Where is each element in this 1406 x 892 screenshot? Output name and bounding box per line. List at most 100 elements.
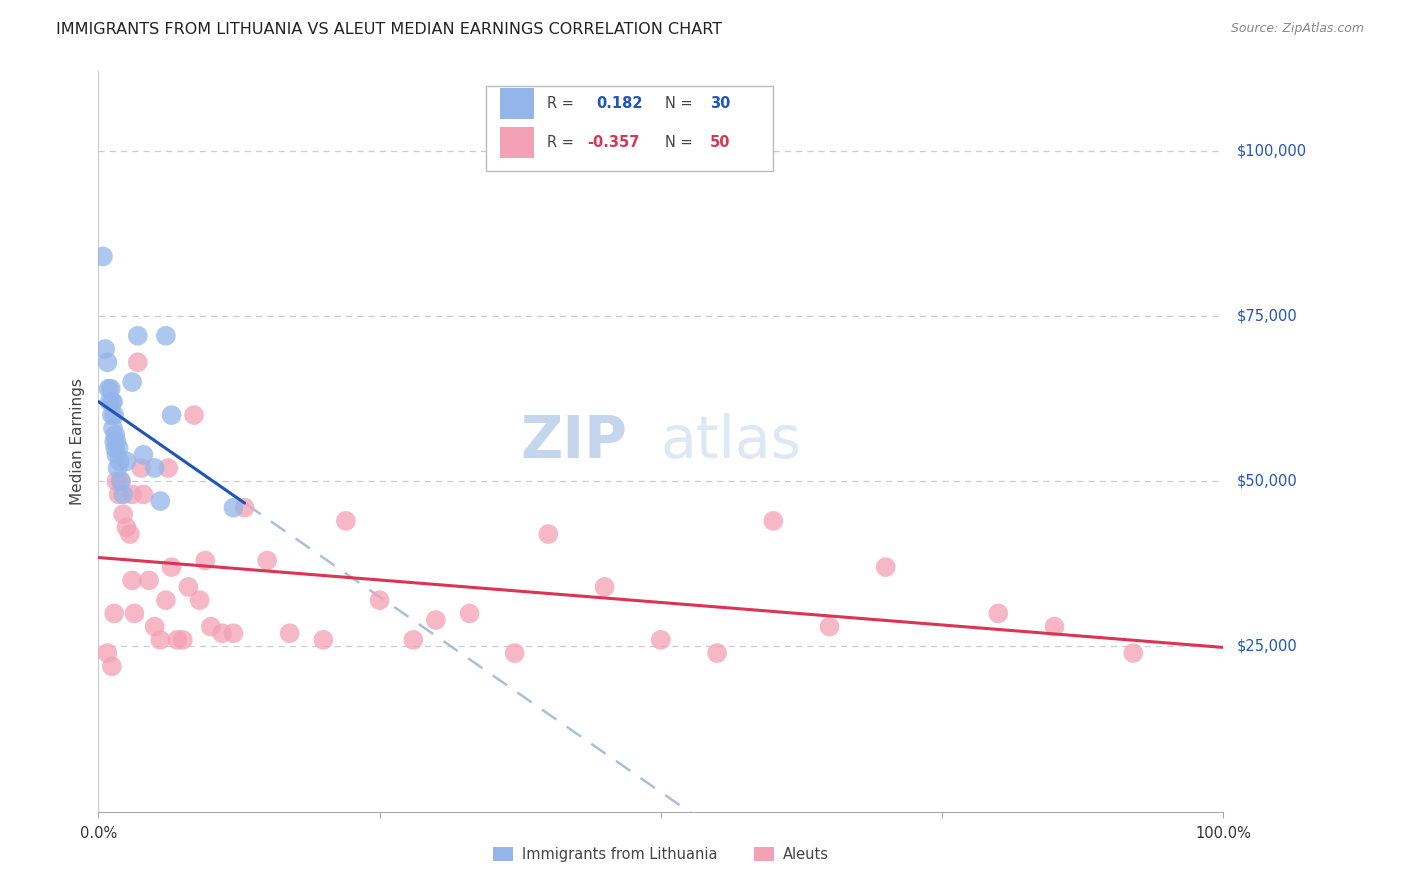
Point	[121, 375, 143, 389]
Point	[103, 607, 125, 621]
Text: IMMIGRANTS FROM LITHUANIA VS ALEUT MEDIAN EARNINGS CORRELATION CHART: IMMIGRANTS FROM LITHUANIA VS ALEUT MEDIA…	[56, 22, 723, 37]
Point	[143, 461, 166, 475]
Point	[115, 520, 138, 534]
Point	[110, 474, 132, 488]
Point	[118, 527, 141, 541]
FancyBboxPatch shape	[486, 87, 773, 171]
Point	[101, 408, 124, 422]
Point	[127, 328, 149, 343]
Text: N =: N =	[665, 135, 693, 150]
Point	[183, 408, 205, 422]
Point	[100, 382, 122, 396]
Point	[91, 249, 114, 264]
Point	[706, 646, 728, 660]
Point	[503, 646, 526, 660]
Point	[425, 613, 447, 627]
Text: 50: 50	[710, 135, 731, 150]
Point	[172, 632, 194, 647]
Text: 0.182: 0.182	[596, 96, 643, 112]
Point	[368, 593, 391, 607]
Text: $50,000: $50,000	[1237, 474, 1298, 489]
Point	[105, 434, 128, 449]
Point	[129, 461, 152, 475]
Point	[138, 574, 160, 588]
Point	[108, 454, 131, 468]
Point	[222, 626, 245, 640]
Point	[143, 619, 166, 633]
FancyBboxPatch shape	[501, 127, 534, 158]
Y-axis label: Median Earnings: Median Earnings	[69, 378, 84, 505]
Point	[211, 626, 233, 640]
Text: atlas: atlas	[661, 413, 801, 470]
Point	[593, 580, 616, 594]
Point	[1122, 646, 1144, 660]
Point	[166, 632, 188, 647]
Point	[278, 626, 301, 640]
Point	[233, 500, 256, 515]
Point	[149, 632, 172, 647]
Point	[875, 560, 897, 574]
Point	[101, 395, 124, 409]
Point	[149, 494, 172, 508]
Text: N =: N =	[665, 96, 693, 112]
Point	[127, 355, 149, 369]
Point	[107, 461, 129, 475]
Point	[177, 580, 200, 594]
Point	[103, 408, 125, 422]
Text: R =: R =	[547, 96, 574, 112]
Text: $75,000: $75,000	[1237, 309, 1298, 324]
Text: ZIP: ZIP	[520, 413, 627, 470]
Point	[97, 382, 120, 396]
Point	[256, 553, 278, 567]
Point	[188, 593, 211, 607]
Point	[155, 593, 177, 607]
Text: $100,000: $100,000	[1237, 144, 1308, 158]
Point	[96, 646, 118, 660]
Point	[987, 607, 1010, 621]
Point	[132, 487, 155, 501]
Point	[103, 434, 125, 449]
Point	[124, 607, 146, 621]
Point	[818, 619, 841, 633]
Point	[155, 328, 177, 343]
Point	[200, 619, 222, 633]
Point	[115, 454, 138, 468]
Text: 30: 30	[710, 96, 731, 112]
Legend: Immigrants from Lithuania, Aleuts: Immigrants from Lithuania, Aleuts	[486, 840, 835, 867]
Point	[121, 574, 143, 588]
Point	[194, 553, 217, 567]
Point	[402, 632, 425, 647]
Text: $25,000: $25,000	[1237, 639, 1298, 654]
Point	[312, 632, 335, 647]
Point	[107, 487, 129, 501]
Point	[160, 408, 183, 422]
Text: -0.357: -0.357	[588, 135, 640, 150]
Point	[101, 659, 124, 673]
Point	[101, 395, 124, 409]
Point	[105, 474, 128, 488]
Point	[762, 514, 785, 528]
Point	[101, 421, 124, 435]
Point	[110, 474, 132, 488]
Point	[650, 632, 672, 647]
Point	[98, 395, 121, 409]
Point	[132, 448, 155, 462]
Point	[458, 607, 481, 621]
Point	[112, 508, 135, 522]
Point	[121, 487, 143, 501]
Point	[104, 428, 127, 442]
Point	[96, 355, 118, 369]
Point	[105, 448, 128, 462]
Text: Source: ZipAtlas.com: Source: ZipAtlas.com	[1230, 22, 1364, 36]
Point	[104, 441, 127, 455]
Point	[537, 527, 560, 541]
Point	[107, 441, 129, 455]
Text: R =: R =	[547, 135, 574, 150]
Point	[335, 514, 357, 528]
Point	[112, 487, 135, 501]
Point	[1043, 619, 1066, 633]
Point	[222, 500, 245, 515]
Point	[94, 342, 117, 356]
FancyBboxPatch shape	[501, 88, 534, 120]
Point	[160, 560, 183, 574]
